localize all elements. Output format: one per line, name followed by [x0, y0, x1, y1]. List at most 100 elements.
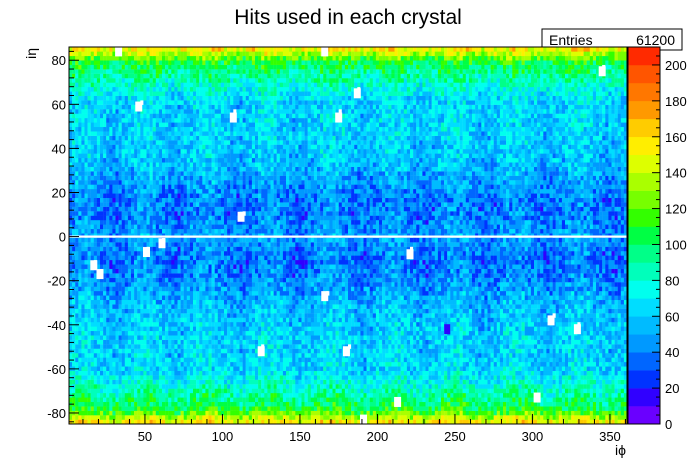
heatmap-cell [211, 397, 215, 403]
heatmap-cell [261, 397, 265, 403]
heatmap-cell [565, 339, 569, 345]
heatmap-cell [84, 348, 88, 354]
heatmap-cell [596, 304, 600, 309]
heatmap-cell [220, 299, 225, 305]
heatmap-cell [248, 401, 253, 407]
heatmap-cell [326, 308, 330, 314]
heatmap-cell [245, 348, 249, 354]
heatmap-cell [90, 392, 94, 398]
heatmap-cell [441, 361, 445, 367]
heatmap-cell [171, 313, 175, 318]
heatmap-cell [543, 375, 547, 380]
heatmap-cell [143, 326, 147, 332]
heatmap-cell [360, 348, 364, 354]
heatmap-cell [369, 419, 373, 425]
heatmap-cell [292, 321, 296, 327]
heatmap-cell [264, 317, 268, 323]
heatmap-cell [214, 366, 218, 371]
heatmap-cell [490, 344, 494, 349]
heatmap-cell [112, 330, 116, 336]
heatmap-cell [447, 339, 451, 345]
heatmap-cell [310, 299, 315, 305]
heatmap-cell [118, 370, 122, 376]
heatmap-cell [574, 370, 578, 376]
heatmap-cell [419, 344, 423, 349]
heatmap-cell [224, 326, 228, 332]
heatmap-cell [527, 339, 532, 345]
heatmap-cell [397, 330, 401, 336]
heatmap-cell [375, 401, 380, 407]
heatmap-cell [174, 326, 178, 332]
heatmap-cell [227, 370, 231, 376]
heatmap-cell [69, 317, 73, 323]
heatmap-cell [236, 357, 240, 363]
heatmap-cell [149, 366, 153, 371]
heatmap-cell [152, 379, 156, 385]
heatmap-cell [214, 357, 218, 363]
heatmap-cell [174, 330, 178, 336]
heatmap-cell [146, 397, 150, 403]
heatmap-cell [543, 384, 547, 389]
heatmap-cell [623, 397, 628, 403]
heatmap-cell [555, 361, 559, 367]
heatmap-cell [444, 384, 448, 389]
heatmap-cell [583, 401, 587, 407]
heatmap-cell [335, 330, 339, 336]
heatmap-cell [608, 357, 612, 363]
heatmap-cell [118, 361, 122, 367]
heatmap-cell [419, 313, 423, 318]
heatmap-cell [459, 326, 463, 332]
heatmap-cell [583, 406, 587, 411]
heatmap-cell [472, 361, 476, 367]
heatmap-cell [602, 419, 606, 425]
heatmap-cell [416, 410, 420, 416]
heatmap-cell [351, 326, 355, 332]
heatmap-cell [403, 401, 408, 407]
heatmap-cell [478, 339, 482, 345]
heatmap-cell [208, 366, 212, 371]
heatmap-cell [304, 397, 308, 403]
heatmap-cell [428, 321, 432, 327]
heatmap-cell [602, 330, 606, 336]
heatmap-cell [465, 339, 470, 345]
heatmap-cell [589, 419, 594, 425]
heatmap-cell [493, 397, 497, 403]
heatmap-cell [155, 384, 160, 389]
heatmap-cell [214, 406, 218, 411]
heatmap-cell [242, 357, 246, 363]
heatmap-cell [87, 335, 91, 340]
heatmap-cell [100, 406, 104, 411]
heatmap-cell [180, 317, 184, 323]
heatmap-cell [484, 375, 488, 380]
heatmap-cell [459, 313, 463, 318]
heatmap-cell [236, 321, 240, 327]
heatmap-cell [369, 321, 373, 327]
heatmap-cell [385, 401, 389, 407]
heatmap-cell [335, 339, 339, 345]
heatmap-cell [211, 379, 215, 385]
heatmap-cell [124, 419, 129, 425]
heatmap-cell [552, 326, 556, 332]
heatmap-cell [310, 375, 315, 380]
heatmap-cell [348, 375, 352, 380]
heatmap-cell [518, 304, 522, 309]
heatmap-cell [155, 317, 160, 323]
heatmap-cell [351, 313, 355, 318]
heatmap-cell [518, 321, 522, 327]
heatmap-cell [453, 348, 457, 354]
heatmap-cell [441, 326, 445, 332]
heatmap-cell [611, 357, 615, 363]
heatmap-cell [313, 357, 318, 363]
heatmap-cell [366, 397, 370, 403]
heatmap-cell [143, 304, 147, 309]
heatmap-cell [69, 308, 73, 314]
heatmap-cell [419, 379, 423, 385]
heatmap-cell [286, 410, 290, 416]
heatmap-cell [236, 370, 240, 376]
heatmap-cell [437, 304, 442, 309]
heatmap-cell [180, 370, 184, 376]
heatmap-cell [245, 299, 249, 305]
heatmap-cell [363, 357, 367, 363]
heatmap-cell [515, 370, 519, 376]
heatmap-cell [87, 321, 91, 327]
